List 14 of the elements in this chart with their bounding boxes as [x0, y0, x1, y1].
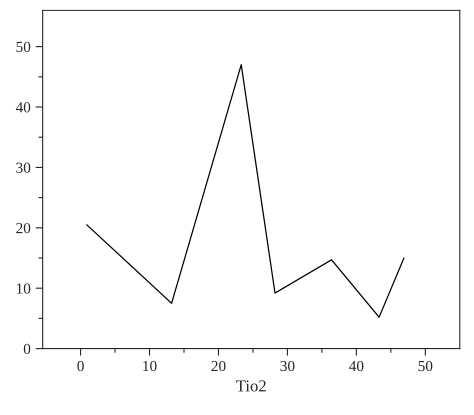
y-tick-label: 20: [16, 222, 30, 234]
x-tick-label: 20: [212, 360, 226, 372]
x-tick-label: 30: [280, 360, 294, 372]
line-series: [86, 64, 405, 318]
y-tick-label: 10: [16, 283, 30, 294]
x-tick-label: 10: [143, 360, 157, 372]
y-tick-label: 0: [24, 344, 30, 354]
y-tick-label: 40: [16, 102, 30, 112]
x-tick-label: 40: [349, 360, 364, 372]
x-tick-label: 0: [77, 360, 84, 372]
x-axis-title: Tio2: [236, 380, 266, 392]
y-tick-label: 50: [16, 42, 30, 52]
x-tick-label: 50: [418, 360, 432, 372]
y-tick-label: 30: [16, 162, 30, 173]
